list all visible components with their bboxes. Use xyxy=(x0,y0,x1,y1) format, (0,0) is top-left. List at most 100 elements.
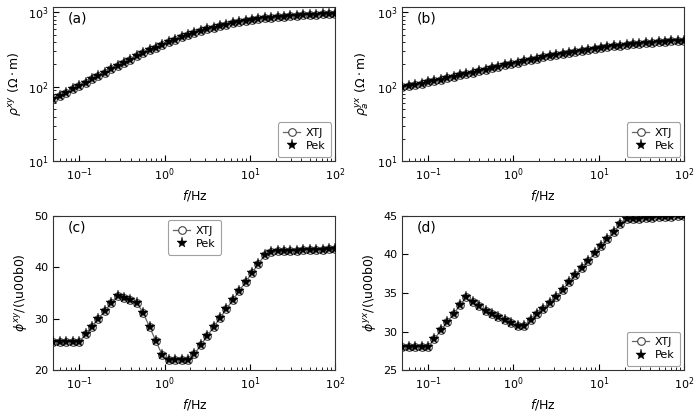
XTJ xyxy=(312,247,321,252)
XTJ xyxy=(500,318,509,323)
Pek xyxy=(488,66,496,71)
Pek xyxy=(197,343,205,348)
Pek xyxy=(158,42,167,47)
Y-axis label: $\rho_a^{yx}$ ($\Omega\cdot$m): $\rho_a^{yx}$ ($\Omega\cdot$m) xyxy=(354,52,372,116)
Pek xyxy=(680,38,688,43)
XTJ xyxy=(158,353,167,358)
Pek xyxy=(88,77,96,82)
XTJ xyxy=(622,43,631,48)
XTJ xyxy=(443,76,452,81)
Pek xyxy=(437,77,445,82)
XTJ xyxy=(443,320,452,325)
Pek xyxy=(475,304,484,309)
XTJ xyxy=(126,57,134,62)
Text: (a): (a) xyxy=(68,11,87,25)
Pek xyxy=(293,13,301,18)
XTJ xyxy=(559,287,567,292)
Pek xyxy=(203,27,211,32)
Line: XTJ: XTJ xyxy=(50,245,339,364)
Pek xyxy=(673,38,682,43)
Pek xyxy=(514,60,522,65)
Legend: XTJ, Pek: XTJ, Pek xyxy=(278,122,331,157)
XTJ xyxy=(584,258,592,263)
XTJ xyxy=(197,343,205,348)
XTJ xyxy=(171,358,179,363)
XTJ xyxy=(69,87,77,92)
Pek xyxy=(305,13,314,18)
XTJ xyxy=(132,300,141,305)
XTJ xyxy=(293,248,301,253)
Pek xyxy=(222,22,230,27)
Pek xyxy=(331,247,340,252)
XTJ xyxy=(571,49,580,54)
XTJ xyxy=(113,293,122,298)
XTJ xyxy=(197,28,205,33)
XTJ xyxy=(539,55,547,60)
Pek xyxy=(120,296,128,301)
Pek xyxy=(654,40,663,45)
Pek xyxy=(216,23,224,28)
Pek xyxy=(280,249,288,254)
XTJ xyxy=(190,31,199,36)
XTJ xyxy=(49,339,57,344)
Pek xyxy=(578,48,586,54)
XTJ xyxy=(331,247,340,252)
Pek xyxy=(132,54,141,59)
XTJ xyxy=(680,38,688,43)
XTJ xyxy=(267,15,276,20)
XTJ xyxy=(120,296,128,301)
XTJ xyxy=(120,60,128,65)
XTJ xyxy=(424,345,432,350)
Pek xyxy=(456,73,464,78)
XTJ xyxy=(260,252,269,257)
Pek xyxy=(635,41,643,46)
Pek xyxy=(642,41,650,46)
XTJ xyxy=(248,270,256,275)
Pek xyxy=(494,64,503,69)
Pek xyxy=(152,339,160,344)
XTJ xyxy=(216,316,224,321)
Pek xyxy=(241,18,250,23)
Pek xyxy=(132,300,141,305)
Pek xyxy=(488,312,496,317)
Pek xyxy=(552,294,560,299)
XTJ xyxy=(533,312,541,317)
XTJ xyxy=(56,339,64,344)
Line: Pek: Pek xyxy=(397,35,690,93)
Pek xyxy=(75,84,83,89)
XTJ xyxy=(430,336,439,342)
XTJ xyxy=(462,71,470,76)
Pek xyxy=(430,336,439,342)
XTJ xyxy=(417,81,426,86)
XTJ xyxy=(673,38,682,43)
XTJ xyxy=(411,82,419,87)
Pek xyxy=(411,345,419,350)
Pek xyxy=(545,54,554,59)
XTJ xyxy=(299,248,307,253)
Pek xyxy=(584,47,592,52)
XTJ xyxy=(405,84,413,89)
XTJ xyxy=(514,60,522,65)
XTJ xyxy=(101,70,109,75)
Pek xyxy=(571,49,580,54)
Pek xyxy=(152,45,160,50)
Pek xyxy=(69,339,77,344)
XTJ xyxy=(209,25,218,30)
Pek xyxy=(571,273,580,278)
Pek xyxy=(88,324,96,329)
Pek xyxy=(171,37,179,42)
Pek xyxy=(229,21,237,26)
XTJ xyxy=(667,214,676,219)
Pek xyxy=(164,40,173,45)
Line: Pek: Pek xyxy=(48,244,341,366)
XTJ xyxy=(113,64,122,69)
XTJ xyxy=(552,53,560,58)
XTJ xyxy=(286,248,295,253)
XTJ xyxy=(209,324,218,329)
XTJ xyxy=(241,279,250,284)
Pek xyxy=(616,222,624,227)
XTJ xyxy=(216,23,224,28)
Pek xyxy=(520,324,528,329)
XTJ xyxy=(254,17,262,22)
Pek xyxy=(500,63,509,68)
